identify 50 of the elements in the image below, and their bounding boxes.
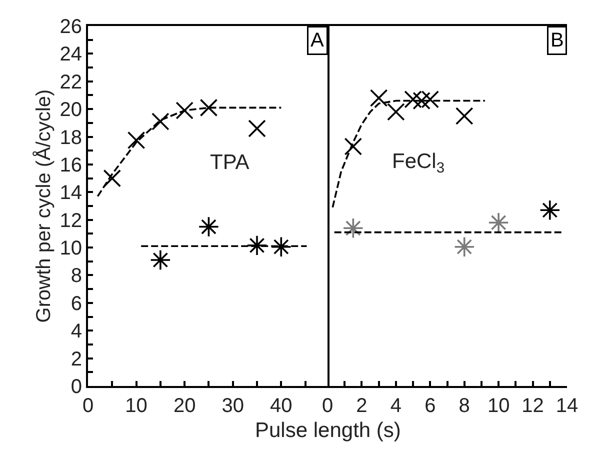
point xyxy=(200,98,218,117)
point xyxy=(103,169,122,188)
y-tick-label: 16 xyxy=(60,154,82,176)
y-tick-label: 18 xyxy=(60,126,82,149)
point xyxy=(488,212,510,234)
y-tick-label: 4 xyxy=(70,320,82,343)
x-tick-label: 30 xyxy=(222,395,244,417)
point xyxy=(344,138,362,156)
x-tick-label: 20 xyxy=(173,395,196,417)
annotation: TPA xyxy=(210,151,250,174)
x-tick-label: 14 xyxy=(556,395,578,417)
x-tick-label: 10 xyxy=(487,395,510,417)
point xyxy=(342,218,364,239)
point xyxy=(270,236,292,258)
y-tick-label: 10 xyxy=(60,238,82,260)
point xyxy=(150,250,171,270)
annotation: FeCl$_{3}$ xyxy=(392,150,445,176)
point xyxy=(387,102,405,121)
x-tick-label: 2 xyxy=(356,395,368,417)
x-tick-label: 6 xyxy=(424,395,436,417)
y-tick-label: 24 xyxy=(60,44,82,66)
point xyxy=(412,92,430,110)
y-tick-label: 0 xyxy=(70,376,82,398)
x-tick-label: 8 xyxy=(458,395,470,417)
point xyxy=(370,89,388,107)
point xyxy=(455,107,474,125)
x-tick-label: 0 xyxy=(322,395,334,417)
point xyxy=(127,131,146,150)
point xyxy=(248,120,266,138)
x-tick-label: 40 xyxy=(270,395,292,417)
point xyxy=(454,236,475,258)
point xyxy=(152,112,170,130)
y-tick-label: 22 xyxy=(60,71,82,94)
y-tick-label: 26 xyxy=(60,16,82,38)
y-tick-label: 6 xyxy=(70,292,82,315)
x-tick-label: 12 xyxy=(522,395,544,417)
x-axis-title: Pulse length (s) xyxy=(255,419,401,442)
y-tick-label: 2 xyxy=(70,348,82,370)
annotation: A xyxy=(310,30,324,52)
x-tick-label: 10 xyxy=(125,395,148,417)
y-tick-label: 20 xyxy=(60,99,82,122)
annotation: B xyxy=(550,30,564,52)
point xyxy=(198,216,220,238)
point xyxy=(246,234,268,256)
y-tick-label: 8 xyxy=(70,265,82,288)
y-axis-title: Growth per cycle (Å/cycle) xyxy=(32,89,55,323)
x-tick-label: 4 xyxy=(390,395,402,417)
y-tick-label: 12 xyxy=(60,210,82,232)
y-tick-label: 14 xyxy=(60,182,82,204)
point xyxy=(176,102,194,120)
